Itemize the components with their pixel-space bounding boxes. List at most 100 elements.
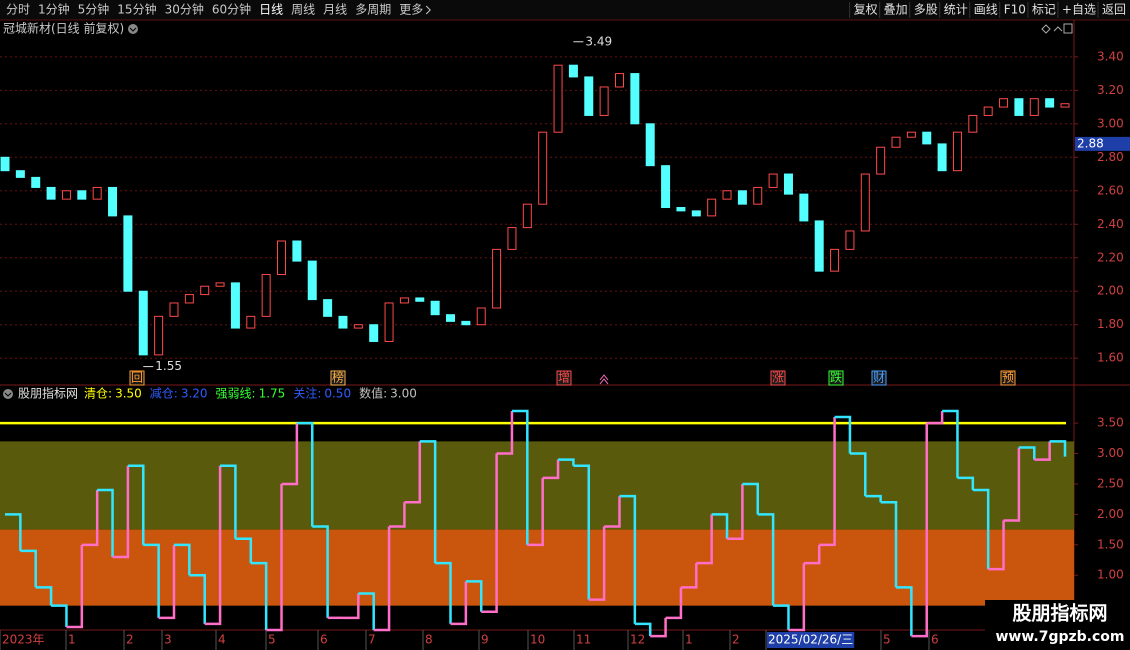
candle bbox=[553, 64, 563, 133]
annotation-label: 3.49 bbox=[585, 34, 612, 48]
y-tick-label: 3.20 bbox=[1097, 83, 1124, 97]
y-tick-label: 1.00 bbox=[1097, 568, 1124, 582]
candle bbox=[31, 176, 41, 188]
candle bbox=[338, 315, 348, 329]
x-tick-label: 7 bbox=[368, 633, 376, 647]
candle bbox=[691, 210, 701, 217]
event-marker[interactable] bbox=[330, 370, 346, 386]
toolbar-button[interactable]: 标记 bbox=[1032, 3, 1056, 17]
candle bbox=[0, 156, 10, 172]
x-tick-label: 5 bbox=[268, 633, 276, 647]
event-marker-label: 跌 bbox=[830, 370, 842, 385]
candle bbox=[15, 170, 25, 178]
indicator-step bbox=[419, 440, 437, 564]
indicator-step bbox=[542, 459, 560, 480]
legend-name: 清仓: bbox=[84, 387, 112, 401]
toolbar-button[interactable]: 分时 bbox=[6, 3, 30, 17]
event-marker[interactable] bbox=[871, 370, 887, 386]
toolbar-button[interactable]: 15分钟 bbox=[117, 2, 156, 17]
indicator-icon[interactable] bbox=[3, 389, 13, 399]
event-marker[interactable] bbox=[1000, 370, 1016, 386]
y-tick-label: 2.60 bbox=[1097, 183, 1124, 197]
event-marker[interactable] bbox=[556, 370, 572, 386]
indicator-step bbox=[619, 494, 637, 624]
toolbar-button[interactable]: 更多 bbox=[399, 3, 423, 17]
panel-icon[interactable] bbox=[1063, 23, 1073, 34]
toolbar-button[interactable]: 60分钟 bbox=[212, 2, 251, 17]
toolbar-button[interactable]: 多股 bbox=[914, 3, 938, 17]
candle bbox=[876, 146, 886, 175]
panel-icon[interactable] bbox=[1053, 26, 1063, 32]
candle bbox=[61, 190, 71, 200]
toolbar-button[interactable]: 统计 bbox=[944, 3, 968, 17]
candle bbox=[123, 215, 133, 292]
event-marker[interactable] bbox=[828, 370, 844, 386]
toolbar-button[interactable]: +自选 bbox=[1062, 3, 1096, 17]
candle bbox=[783, 173, 793, 195]
indicator-step bbox=[51, 604, 68, 627]
title-icon[interactable] bbox=[128, 24, 138, 34]
toolbar-button[interactable]: 5分钟 bbox=[78, 2, 110, 17]
indicator-step bbox=[143, 543, 160, 618]
legend-name: 关注: bbox=[293, 386, 321, 401]
indicator-step bbox=[773, 604, 790, 630]
toolbar-button[interactable]: 1分钟 bbox=[38, 2, 70, 17]
indicator-step bbox=[696, 514, 713, 565]
event-marker[interactable] bbox=[770, 370, 786, 386]
toolbar-button[interactable]: 返回 bbox=[1102, 3, 1126, 17]
legend-value: 3.50 bbox=[115, 387, 142, 401]
indicator-step bbox=[865, 494, 882, 503]
indicator-step bbox=[158, 544, 176, 620]
panel-icon[interactable] bbox=[1041, 24, 1051, 34]
candle bbox=[353, 324, 363, 329]
toolbar-button[interactable]: 复权 bbox=[854, 3, 878, 17]
y-tick-label: 2.00 bbox=[1097, 284, 1124, 298]
indicator-step bbox=[481, 453, 498, 613]
candle bbox=[522, 203, 532, 229]
candle bbox=[415, 297, 425, 302]
candle bbox=[169, 302, 179, 317]
toolbar-button[interactable]: 30分钟 bbox=[165, 2, 204, 17]
indicator-step bbox=[389, 502, 406, 528]
indicator-step bbox=[665, 587, 683, 620]
y-tick-label: 3.50 bbox=[1097, 416, 1124, 430]
y-tick-label: 2.00 bbox=[1097, 507, 1124, 521]
toolbar-button[interactable]: F10 bbox=[1004, 3, 1026, 17]
x-tick-label: 4 bbox=[218, 633, 226, 647]
candle bbox=[384, 302, 394, 342]
indicator-step bbox=[1034, 441, 1051, 461]
indicator-step bbox=[496, 410, 514, 455]
indicator-step bbox=[511, 409, 529, 545]
event-marker-label: 涨 bbox=[772, 370, 784, 385]
candle bbox=[230, 282, 240, 329]
candle bbox=[215, 282, 225, 287]
x-tick-label: 5 bbox=[883, 633, 891, 647]
toolbar-button[interactable]: 画线 bbox=[974, 3, 998, 17]
toolbar-button[interactable]: 日线 bbox=[259, 3, 283, 17]
toolbar-button[interactable]: 叠加 bbox=[884, 3, 908, 17]
more-chevron[interactable] bbox=[425, 5, 431, 15]
candle bbox=[369, 324, 379, 342]
candle bbox=[492, 248, 502, 309]
candle bbox=[246, 315, 256, 329]
indicator-step bbox=[1049, 440, 1067, 457]
indicator-step bbox=[650, 617, 667, 638]
candle bbox=[614, 73, 624, 88]
y-tick-label: 3.40 bbox=[1097, 49, 1124, 63]
indicator-step bbox=[266, 483, 283, 632]
candle bbox=[753, 186, 763, 205]
toolbar-button[interactable]: 月线 bbox=[323, 3, 347, 17]
x-tick-label: 6 bbox=[931, 633, 939, 647]
toolbar-button[interactable]: 周线 bbox=[291, 3, 315, 17]
legend-value: 3.20 bbox=[181, 387, 208, 401]
watermark-url: www.7gpzb.com bbox=[995, 629, 1124, 645]
toolbar-button[interactable]: 多周期 bbox=[355, 3, 391, 17]
stock-title: 冠城新材(日线 前复权) bbox=[3, 21, 124, 36]
indicator-step bbox=[911, 423, 928, 638]
y-tick-label: 3.00 bbox=[1097, 446, 1124, 460]
x-tick-label: 10 bbox=[530, 633, 545, 647]
event-marker-label: 财 bbox=[873, 371, 885, 385]
indicator-icon bbox=[4, 392, 12, 397]
candle bbox=[108, 186, 118, 217]
event-marker[interactable] bbox=[129, 370, 145, 386]
